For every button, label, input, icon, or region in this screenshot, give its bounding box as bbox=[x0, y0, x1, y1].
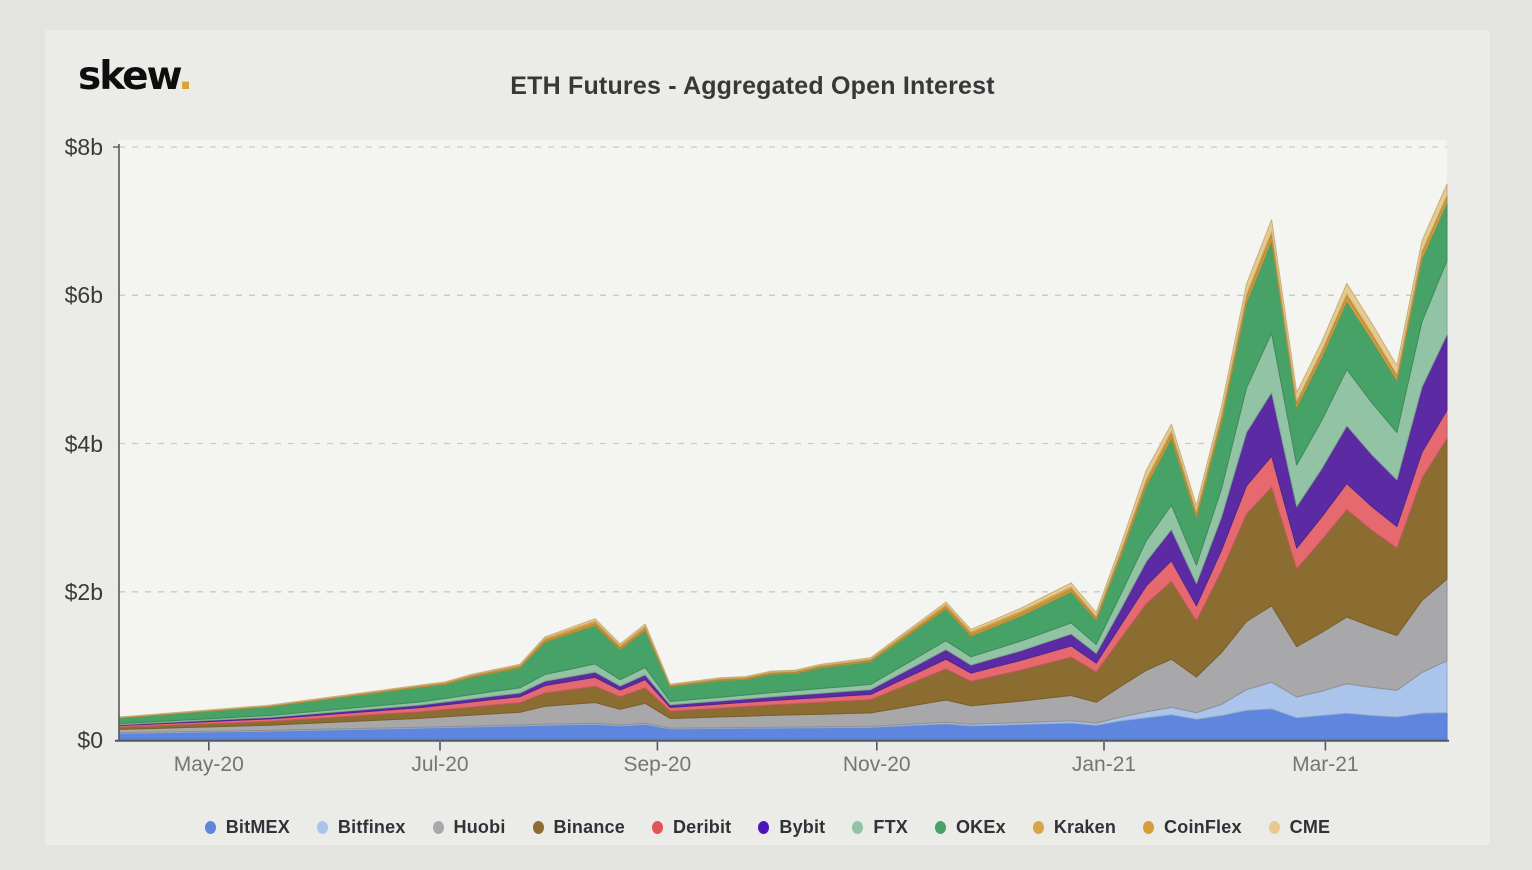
skew-logo: skew. bbox=[78, 54, 193, 99]
legend-item-okex[interactable]: OKEx bbox=[934, 816, 1006, 838]
legend: BitMEX Bitfinex Huobi Binance Deribit Bybit FT… bbox=[45, 805, 1490, 849]
stacked-area-chart[interactable] bbox=[111, 140, 1451, 760]
x-tick-label-jan-21: Jan-21 bbox=[1071, 753, 1137, 776]
coinflex-color-dot bbox=[1143, 820, 1155, 834]
legend-label: OKEx bbox=[955, 816, 1006, 837]
ftx-color-dot bbox=[852, 820, 864, 834]
y-tick-label-0: $0 bbox=[77, 727, 103, 753]
deribit-color-dot bbox=[651, 820, 663, 834]
skew-logo-dot: . bbox=[178, 54, 193, 99]
y-tick-label-6b: $6b bbox=[64, 282, 103, 309]
skew-logo-text: skew bbox=[78, 54, 180, 99]
legend-label: Deribit bbox=[672, 816, 732, 837]
legend-item-ftx[interactable]: FTX bbox=[852, 817, 908, 838]
y-tick-label-8b: $8b bbox=[64, 134, 103, 160]
legend-item-bybit[interactable]: Bybit bbox=[758, 817, 825, 838]
binance-color-dot bbox=[532, 820, 544, 834]
kraken-color-dot bbox=[1032, 820, 1044, 834]
area-cme[interactable] bbox=[118, 183, 1448, 718]
legend-label: Huobi bbox=[453, 816, 506, 837]
legend-label: Bitfinex bbox=[337, 816, 406, 837]
legend-item-bitmex[interactable]: BitMEX bbox=[204, 816, 290, 838]
bybit-color-dot bbox=[758, 820, 770, 834]
legend-item-deribit[interactable]: Deribit bbox=[651, 816, 732, 838]
y-tick-label-4b: $4b bbox=[64, 430, 103, 457]
legend-item-huobi[interactable]: Huobi bbox=[432, 816, 506, 838]
x-tick-label-jul-20: Jul-20 bbox=[411, 753, 469, 776]
bitmex-color-dot bbox=[204, 820, 216, 834]
chart-card: skew. ETH Futures - Aggregated Open Inte… bbox=[45, 30, 1490, 845]
x-tick-label-sep-20: Sep-20 bbox=[623, 753, 692, 776]
x-tick-label-mar-21: Mar-21 bbox=[1292, 753, 1359, 776]
x-tick-label-may-20: May-20 bbox=[173, 753, 244, 776]
legend-label: Binance bbox=[553, 816, 625, 837]
legend-item-binance[interactable]: Binance bbox=[532, 816, 625, 838]
x-tick-label-nov-20: Nov-20 bbox=[842, 753, 911, 776]
legend-label: Bybit bbox=[779, 816, 826, 837]
legend-label: Kraken bbox=[1053, 816, 1117, 837]
y-tick-label-2b: $2b bbox=[64, 578, 103, 605]
bitfinex-color-dot bbox=[316, 820, 328, 834]
legend-label: CME bbox=[1289, 816, 1331, 837]
okex-color-dot bbox=[934, 820, 946, 834]
legend-item-bitfinex[interactable]: Bitfinex bbox=[316, 816, 406, 838]
legend-label: CoinFlex bbox=[1164, 816, 1242, 837]
cme-color-dot bbox=[1268, 820, 1280, 834]
legend-item-kraken[interactable]: Kraken bbox=[1032, 816, 1117, 838]
legend-label: FTX bbox=[873, 816, 908, 837]
legend-label: BitMEX bbox=[225, 816, 290, 837]
huobi-color-dot bbox=[432, 820, 444, 834]
legend-item-coinflex[interactable]: CoinFlex bbox=[1143, 817, 1242, 838]
chart-title: ETH Futures - Aggregated Open Interest bbox=[510, 72, 995, 100]
legend-item-cme[interactable]: CME bbox=[1268, 816, 1331, 838]
